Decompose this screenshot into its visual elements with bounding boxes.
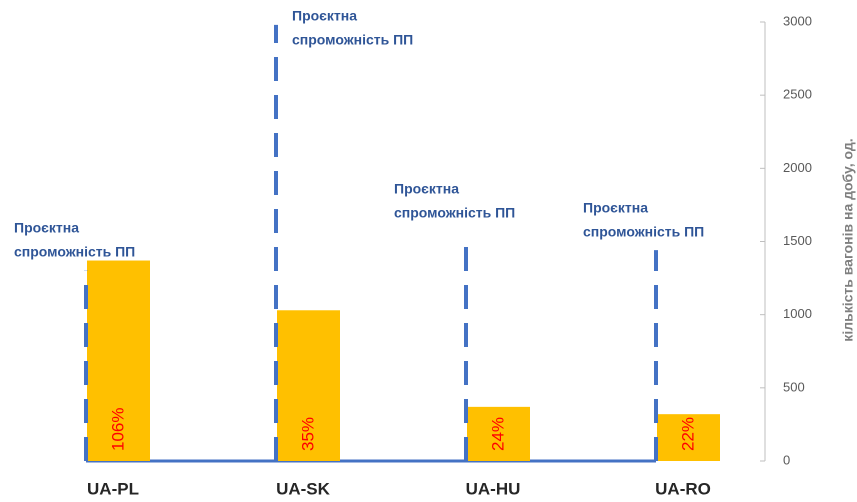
y-tick-label: 1000 [783,306,812,321]
x-tick-label: UA-SK [276,479,331,498]
bar [277,310,340,461]
y-tick-label: 1500 [783,233,812,248]
capacity-annotation: Проєктна [394,181,459,197]
y-axis-label: кількість вагонів на добу, од. [840,138,856,341]
capacity-annotation: спроможність ПП [14,244,135,260]
capacity-annotation: спроможність ПП [394,205,515,221]
y-tick-label: 2000 [783,160,812,175]
bar [87,260,150,461]
y-tick-label: 0 [783,452,790,467]
bar-label: 106% [108,408,127,451]
y-tick-label: 3000 [783,13,812,28]
bar-label: 22% [678,417,697,451]
bar [657,414,720,461]
capacity-annotation: спроможність ПП [292,32,413,48]
capacity-annotation: спроможність ПП [583,224,704,240]
capacity-annotation: Проєктна [292,8,357,24]
x-tick-label: UA-RO [655,479,711,498]
y-tick-label: 500 [783,379,805,394]
bar [467,406,530,461]
bar-label: 35% [298,417,317,451]
capacity-annotation: Проєктна [14,220,79,236]
bar-label: 24% [488,417,507,451]
x-tick-label: UA-PL [87,479,139,498]
x-tick-label: UA-HU [466,479,521,498]
capacity-annotation: Проєктна [583,200,648,216]
y-tick-label: 2500 [783,87,812,102]
